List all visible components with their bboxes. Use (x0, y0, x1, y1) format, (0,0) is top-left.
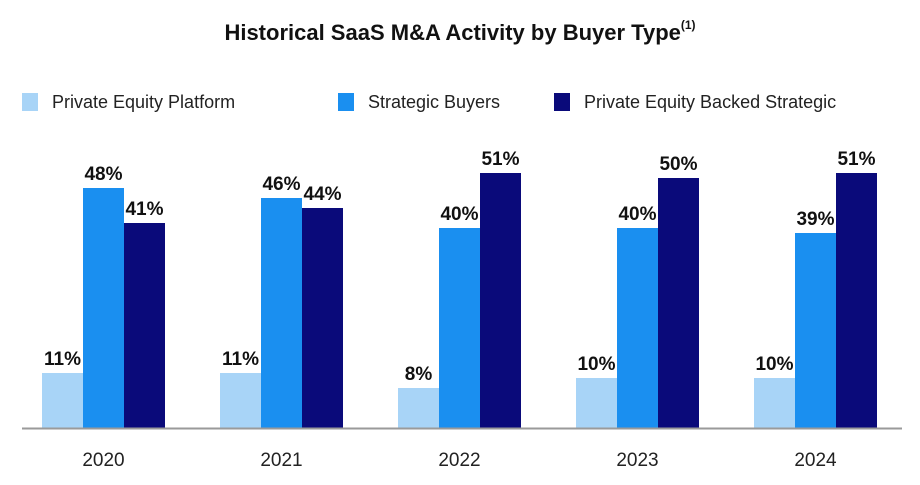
data-label-2024-strategic-buyers: 39% (796, 209, 834, 230)
chart-title-text: Historical SaaS M&A Activity by Buyer Ty… (224, 20, 681, 45)
bar-2023-strategic-buyers (617, 228, 658, 428)
bar-2021-strategic-buyers (261, 198, 302, 428)
bar-2020-private-equity-backed-strategic (124, 223, 165, 428)
x-tick-label-2020: 2020 (82, 450, 124, 471)
bar-2020-private-equity-platform (42, 373, 83, 428)
data-label-2021-private-equity-backed-strategic: 44% (303, 184, 341, 205)
legend-swatch-private-equity-platform (22, 93, 38, 111)
title-footnote: (1) (680, 17, 696, 32)
bar-2023-private-equity-backed-strategic (658, 178, 699, 428)
legend-label-private-equity-backed-strategic: Private Equity Backed Strategic (584, 92, 837, 112)
bar-2024-private-equity-platform (754, 378, 795, 428)
bar-2022-private-equity-platform (398, 388, 439, 428)
data-label-2020-private-equity-platform: 11% (44, 349, 81, 370)
bar-2022-strategic-buyers (439, 228, 480, 428)
data-label-2023-private-equity-platform: 10% (577, 354, 615, 375)
data-label-2022-private-equity-platform: 8% (405, 364, 433, 385)
legend-swatch-private-equity-backed-strategic (554, 93, 570, 111)
data-label-2023-strategic-buyers: 40% (618, 204, 656, 225)
bar-2021-private-equity-backed-strategic (302, 208, 343, 428)
data-label-2022-strategic-buyers: 40% (440, 204, 478, 225)
legend-label-strategic-buyers: Strategic Buyers (368, 92, 501, 112)
bar-2022-private-equity-backed-strategic (480, 173, 521, 428)
bar-2023-private-equity-platform (576, 378, 617, 428)
bar-2024-private-equity-backed-strategic (836, 173, 877, 428)
x-tick-label-2022: 2022 (438, 450, 480, 471)
data-label-2020-private-equity-backed-strategic: 41% (125, 199, 163, 220)
data-label-2023-private-equity-backed-strategic: 50% (659, 154, 697, 175)
data-label-2024-private-equity-platform: 10% (755, 354, 793, 375)
x-tick-label-2023: 2023 (616, 450, 658, 471)
data-label-2021-private-equity-platform: 11% (222, 349, 259, 370)
bar-2024-strategic-buyers (795, 233, 836, 428)
bar-2021-private-equity-platform (220, 373, 261, 428)
chart-title: Historical SaaS M&A Activity by Buyer Ty… (0, 17, 920, 46)
legend-label-private-equity-platform: Private Equity Platform (52, 92, 236, 112)
x-tick-label-2021: 2021 (260, 450, 302, 471)
data-label-2024-private-equity-backed-strategic: 51% (837, 149, 875, 170)
data-label-2022-private-equity-backed-strategic: 51% (481, 149, 519, 170)
data-label-2020-strategic-buyers: 48% (84, 164, 122, 185)
bar-2020-strategic-buyers (83, 188, 124, 428)
x-tick-label-2024: 2024 (794, 450, 837, 471)
data-label-2021-strategic-buyers: 46% (262, 174, 300, 195)
legend-swatch-strategic-buyers (338, 93, 354, 111)
